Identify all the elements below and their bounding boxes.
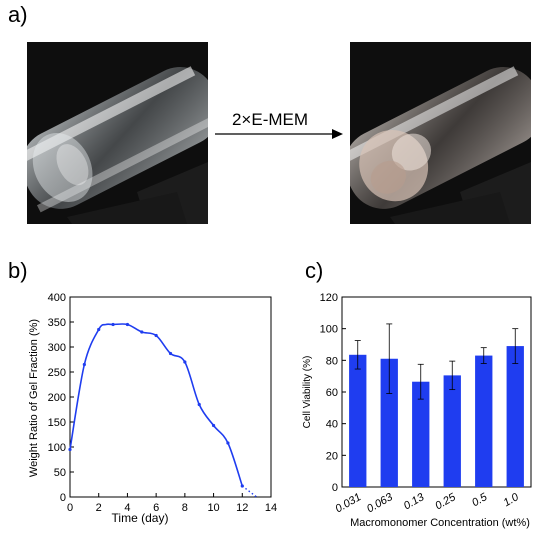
category-label: 1.0 xyxy=(502,491,522,509)
arrow-label: 2×E-MEM xyxy=(231,110,309,129)
category-label: 0.031 xyxy=(333,491,363,515)
y-tick-label: 0 xyxy=(60,492,66,504)
bar xyxy=(412,381,430,487)
y-tick-label: 200 xyxy=(48,392,66,404)
data-point xyxy=(240,484,244,488)
right-arrow-icon xyxy=(215,129,343,139)
x-axis-label: Time (day) xyxy=(112,511,169,525)
data-point xyxy=(168,351,173,356)
y-axis-label: Weight Ratio of Gel Fraction (%) xyxy=(28,319,40,477)
data-point xyxy=(97,327,101,332)
y-tick-label: 80 xyxy=(326,355,338,367)
y-tick-label: 20 xyxy=(326,450,338,462)
y-tick-label: 120 xyxy=(320,292,338,304)
y-tick-label: 50 xyxy=(54,467,66,479)
y-tick-label: 40 xyxy=(326,419,338,431)
data-point xyxy=(125,322,130,327)
y-tick-label: 100 xyxy=(320,324,338,336)
data-point xyxy=(111,322,115,327)
x-tick-label: 4 xyxy=(124,502,130,514)
vial-photo-before xyxy=(27,42,208,224)
bar xyxy=(475,355,493,487)
y-tick-label: 400 xyxy=(48,292,66,304)
x-tick-label: 14 xyxy=(265,502,277,514)
data-point xyxy=(68,447,72,452)
bar xyxy=(349,354,367,487)
x-tick-label: 10 xyxy=(207,502,219,514)
y-tick-label: 100 xyxy=(48,442,66,454)
panel-label-c: c) xyxy=(305,258,324,283)
x-tick-label: 2 xyxy=(96,502,102,514)
cell-viability-chart: 0 20 40 60 80 100 120 0.031 0.063 0.13 0.25 0.5 1.0… xyxy=(302,292,532,529)
y-axis-label: Cell Viability (%) xyxy=(302,356,313,429)
panel-label-b: b) xyxy=(8,258,28,283)
data-point xyxy=(211,423,216,428)
x-axis-label: Macromonomer Concentration (wt%) xyxy=(350,517,530,529)
bar xyxy=(380,358,398,487)
bar xyxy=(506,346,524,487)
bar xyxy=(443,375,461,487)
category-label: 0.13 xyxy=(402,491,427,513)
gel-fraction-chart: 0 2 4 6 8 10 12 14 0 50 100 150 200 250 300 350 400 Time… xyxy=(28,292,277,525)
vial-photo-after xyxy=(350,42,531,224)
category-label: 0.063 xyxy=(365,491,396,516)
y-tick-label: 0 xyxy=(332,482,338,494)
data-point xyxy=(197,402,201,407)
x-tick-label: 12 xyxy=(236,502,248,514)
data-point xyxy=(183,360,187,364)
y-tick-label: 300 xyxy=(48,342,66,354)
y-tick-label: 60 xyxy=(326,387,338,399)
category-label: 0.5 xyxy=(470,491,490,509)
y-tick-label: 150 xyxy=(48,417,66,429)
panel-label-a: a) xyxy=(8,2,28,27)
data-point xyxy=(82,362,86,367)
series-line xyxy=(69,323,244,487)
plot-frame xyxy=(341,296,532,488)
data-point xyxy=(140,330,144,334)
x-tick-label: 8 xyxy=(182,502,188,514)
data-point xyxy=(154,333,158,338)
x-tick-label: 6 xyxy=(153,502,159,514)
extrapolation-line xyxy=(241,485,258,498)
y-tick-label: 350 xyxy=(48,317,66,329)
x-tick-label: 0 xyxy=(67,502,73,514)
category-label: 0.25 xyxy=(433,491,458,513)
y-tick-label: 250 xyxy=(48,367,66,379)
data-point xyxy=(226,441,230,445)
